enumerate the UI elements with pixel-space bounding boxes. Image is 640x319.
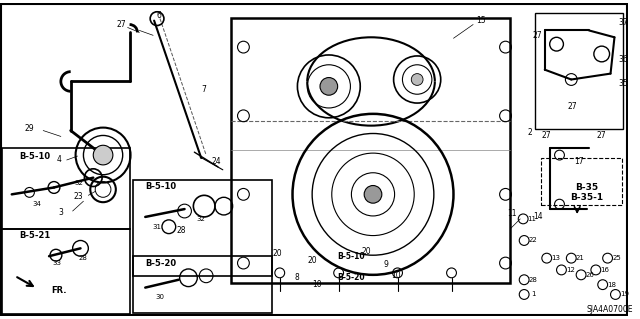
- Text: 36: 36: [618, 56, 628, 64]
- Text: 32: 32: [196, 216, 205, 222]
- Text: FR.: FR.: [51, 286, 67, 295]
- Text: 16: 16: [600, 267, 609, 273]
- Text: 27: 27: [117, 20, 127, 29]
- Text: 27: 27: [568, 101, 577, 110]
- Bar: [2, 148, 129, 229]
- Bar: [535, 13, 623, 129]
- Text: 27: 27: [532, 31, 541, 40]
- Text: 14: 14: [533, 212, 543, 221]
- Text: B-5-10: B-5-10: [145, 182, 177, 191]
- Text: 25: 25: [612, 255, 621, 261]
- Text: SJA4A0700E: SJA4A0700E: [586, 305, 632, 314]
- Text: 13: 13: [551, 255, 560, 261]
- Text: 1: 1: [531, 292, 535, 297]
- Text: B-5-10: B-5-10: [20, 152, 51, 160]
- Text: 24: 24: [211, 158, 221, 167]
- Text: 8: 8: [294, 273, 299, 282]
- Text: 12: 12: [566, 267, 575, 273]
- Text: 7: 7: [202, 85, 207, 94]
- Circle shape: [320, 78, 338, 95]
- Text: 21: 21: [575, 255, 584, 261]
- Text: 17: 17: [574, 158, 584, 167]
- Bar: [132, 180, 272, 276]
- Text: 18: 18: [607, 282, 616, 288]
- Bar: [541, 158, 622, 205]
- Text: 32: 32: [74, 180, 83, 186]
- Circle shape: [412, 74, 423, 85]
- Text: 28: 28: [529, 277, 538, 283]
- Text: 3: 3: [58, 208, 63, 217]
- Text: 30: 30: [156, 294, 164, 300]
- Text: 31: 31: [152, 224, 161, 230]
- Text: 34: 34: [33, 201, 42, 207]
- Text: B-5-20: B-5-20: [145, 259, 177, 268]
- Text: 27: 27: [597, 131, 607, 140]
- Text: 26: 26: [586, 272, 595, 278]
- Text: 23: 23: [74, 192, 83, 201]
- Text: 28: 28: [177, 226, 186, 235]
- Text: 9: 9: [383, 260, 388, 269]
- Bar: [230, 18, 511, 283]
- Bar: [132, 256, 272, 313]
- Text: B-5-20: B-5-20: [337, 273, 365, 282]
- Text: 37: 37: [618, 18, 628, 27]
- Text: 11: 11: [508, 210, 517, 219]
- Text: 19: 19: [620, 292, 628, 297]
- Text: 33: 33: [52, 260, 61, 266]
- Text: 27: 27: [542, 131, 552, 140]
- Text: 20: 20: [273, 249, 283, 258]
- Text: 10: 10: [391, 271, 401, 280]
- Text: B-35-1: B-35-1: [570, 193, 604, 202]
- Text: B-5-10: B-5-10: [337, 252, 365, 261]
- Text: 4: 4: [56, 155, 61, 165]
- Text: 20: 20: [362, 247, 371, 256]
- Text: 29: 29: [24, 124, 35, 133]
- Text: 28: 28: [79, 255, 88, 261]
- Bar: [2, 229, 129, 314]
- Circle shape: [93, 145, 113, 165]
- Text: 10: 10: [312, 280, 322, 289]
- Text: 22: 22: [529, 237, 538, 243]
- Text: B-35: B-35: [575, 183, 598, 192]
- Circle shape: [364, 186, 382, 203]
- Text: 6: 6: [157, 11, 161, 20]
- Text: 2: 2: [527, 128, 532, 137]
- Text: 20: 20: [307, 256, 317, 265]
- Text: 11: 11: [527, 216, 536, 222]
- Text: 35: 35: [618, 79, 628, 88]
- Text: B-5-21: B-5-21: [20, 231, 51, 240]
- Text: 15: 15: [476, 16, 486, 25]
